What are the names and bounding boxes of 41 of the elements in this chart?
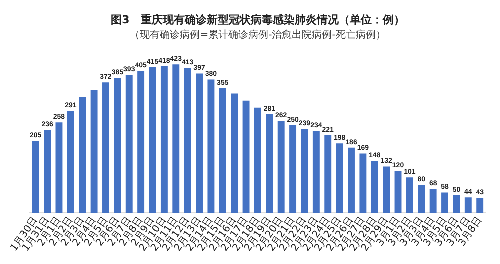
bar [196, 74, 203, 214]
bar [383, 166, 390, 214]
bar [102, 82, 110, 214]
bar [56, 122, 63, 214]
bar [114, 78, 122, 214]
bar [242, 100, 250, 214]
bar [324, 136, 332, 214]
chart-subtitle: （现有确诊病例=累计确诊病例-治愈出院病例-死亡病例） [130, 28, 386, 41]
bar [44, 130, 52, 214]
bar [67, 110, 74, 214]
bar [476, 198, 484, 214]
bar [208, 80, 215, 214]
bar [360, 154, 367, 214]
bar [149, 67, 156, 214]
bar [442, 192, 448, 214]
bar [290, 125, 297, 214]
bar [126, 75, 133, 214]
chart-title: 图3 重庆现有确诊新型冠状病毒感染肺炎情况（单位：例） [111, 13, 405, 26]
bar [278, 121, 285, 214]
bar [90, 90, 98, 214]
bar [464, 198, 472, 214]
bar [371, 161, 378, 214]
bar [301, 129, 308, 214]
bar [266, 114, 274, 214]
bar [336, 144, 344, 214]
bar [231, 94, 238, 214]
bar [160, 66, 168, 214]
bar [418, 185, 426, 214]
bar [348, 148, 355, 214]
bar [254, 108, 262, 214]
bar [184, 68, 192, 214]
bar [172, 64, 180, 214]
bar [430, 189, 437, 214]
bar [219, 88, 226, 214]
bar [394, 170, 402, 214]
bar [406, 178, 414, 214]
bar [79, 97, 86, 214]
bar [32, 141, 40, 214]
bar [312, 130, 320, 214]
bar [453, 196, 460, 214]
bar [138, 70, 145, 214]
